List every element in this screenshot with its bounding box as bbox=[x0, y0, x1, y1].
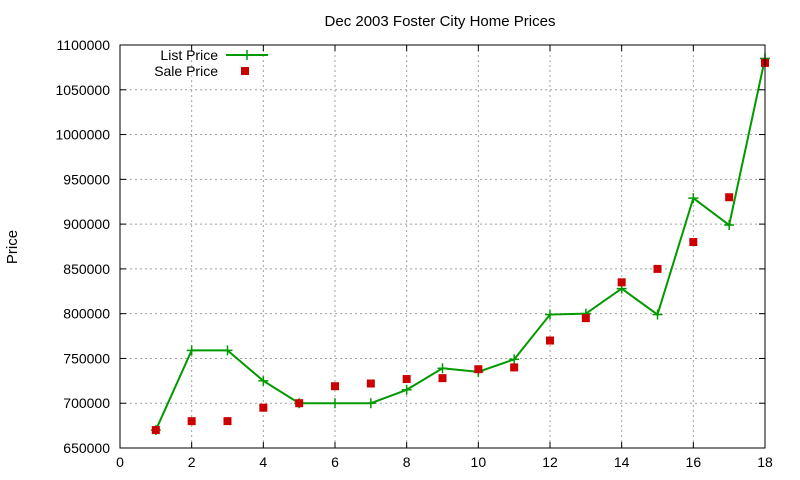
y-tick-label: 1050000 bbox=[55, 82, 110, 98]
sale-price-point bbox=[151, 426, 160, 435]
x-tick-label: 10 bbox=[471, 454, 487, 470]
x-tick-label: 4 bbox=[259, 454, 267, 470]
y-tick-label: 750000 bbox=[63, 350, 110, 366]
list-price-point bbox=[401, 384, 412, 395]
sale-price-point bbox=[366, 379, 375, 388]
y-tick-label: 850000 bbox=[63, 261, 110, 277]
sale-price-point bbox=[331, 382, 339, 391]
list-price-point bbox=[724, 220, 735, 231]
sale-price-point bbox=[295, 399, 304, 408]
x-tick-label: 14 bbox=[614, 454, 630, 470]
series-layer bbox=[150, 53, 770, 436]
y-tick-label: 900000 bbox=[63, 216, 110, 232]
legend-plus-swatch bbox=[242, 50, 252, 60]
list-price-point bbox=[330, 398, 340, 409]
chart-title: Dec 2003 Foster City Home Prices bbox=[325, 13, 556, 30]
list-price-point bbox=[509, 354, 520, 365]
y-axis-label: Price bbox=[4, 230, 21, 264]
x-tick-label: 2 bbox=[188, 454, 196, 470]
x-tick-label: 8 bbox=[403, 454, 411, 470]
y-tick-label: 1100000 bbox=[57, 37, 111, 53]
list-price-point bbox=[545, 309, 555, 320]
list-price-point bbox=[186, 345, 197, 356]
x-tick-label: 12 bbox=[542, 454, 558, 470]
x-tick-label: 0 bbox=[116, 454, 124, 470]
sale-price-point bbox=[474, 365, 483, 374]
y-tick-label: 950000 bbox=[63, 171, 110, 187]
list-price-point bbox=[688, 193, 699, 204]
y-tick-label: 800000 bbox=[63, 306, 110, 322]
legend-label: Sale Price bbox=[154, 63, 218, 79]
plot-frame bbox=[119, 44, 766, 449]
x-tick-label: 18 bbox=[757, 454, 773, 470]
grid bbox=[120, 45, 765, 448]
y-tick-label: 1000000 bbox=[55, 127, 110, 143]
sale-price-point bbox=[402, 375, 411, 384]
sale-price-point bbox=[689, 238, 698, 247]
y-tick-label: 700000 bbox=[63, 395, 110, 411]
list-price-point bbox=[258, 375, 269, 386]
sale-price-point bbox=[581, 314, 590, 323]
y-tick-label: 650000 bbox=[63, 440, 110, 456]
sale-price-point bbox=[725, 193, 734, 202]
sale-price-point bbox=[510, 363, 519, 372]
ticks: 650000 700000 750000 800000 850000 900000 9500… bbox=[55, 37, 773, 470]
legend-label: List Price bbox=[160, 47, 218, 63]
list-price-line bbox=[154, 58, 766, 431]
list-price-point bbox=[365, 398, 376, 409]
list-price-point bbox=[222, 345, 233, 356]
x-tick-label: 16 bbox=[686, 454, 702, 470]
sale-price-point bbox=[223, 417, 232, 426]
list-price-point bbox=[437, 363, 448, 374]
x-tick-label: 6 bbox=[331, 454, 339, 470]
sale-price-point bbox=[617, 278, 626, 287]
sale-price-point bbox=[187, 417, 196, 426]
sale-price-point bbox=[653, 264, 662, 273]
sale-price-point bbox=[259, 403, 268, 412]
sale-price-point bbox=[438, 374, 447, 383]
sale-price-point bbox=[546, 336, 554, 345]
list-price-point bbox=[652, 309, 663, 320]
legend-square-swatch bbox=[241, 67, 249, 75]
